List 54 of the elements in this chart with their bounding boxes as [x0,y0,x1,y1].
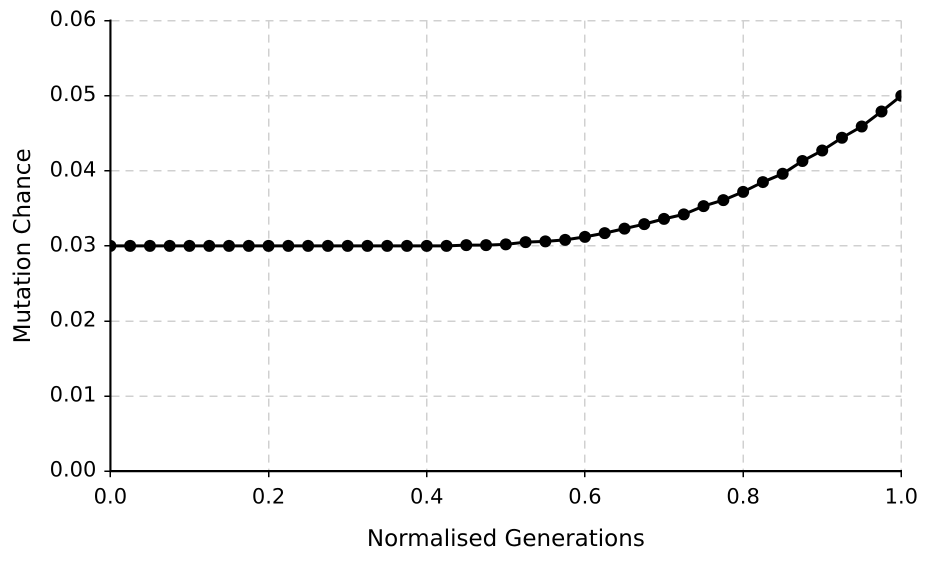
point [856,120,868,132]
point [400,240,413,252]
point [500,238,512,250]
point [322,240,334,252]
point [361,240,374,252]
x-tick-label: 0.0 [94,484,128,508]
point [737,186,750,198]
point [480,239,492,252]
point [282,240,294,252]
point [164,240,176,252]
y-tick-label: 0.04 [50,157,96,182]
point [816,144,828,157]
point [598,227,611,240]
point [698,200,710,212]
point [342,240,354,252]
point [183,240,196,252]
point [796,155,808,168]
x-tick-label: 0.6 [568,484,602,508]
point [539,235,552,248]
point [124,240,136,252]
y-axis-title: Mutation Chance [10,148,36,344]
point [381,240,394,252]
x-tick-label: 0.2 [252,484,286,508]
y-tick-label: 0.03 [50,232,96,256]
y-tick-label: 0.06 [50,7,96,32]
point [756,176,769,188]
point [302,240,314,252]
x-tick-label: 0.8 [726,484,760,508]
point [144,240,156,252]
point [420,240,433,252]
y-tick-label: 0.02 [50,307,96,332]
point [578,230,591,243]
point [262,240,275,252]
point [520,236,532,248]
y-tick-label: 0.05 [50,82,96,106]
point [203,240,216,252]
point [223,240,235,252]
point [776,168,789,180]
x-tick-label: 0.4 [410,484,444,508]
point [717,194,730,206]
x-tick-label: 1.0 [884,484,918,508]
x-axis-title: Normalised Generations [366,526,645,552]
point [242,240,255,252]
point [836,132,848,144]
point [638,218,650,230]
y-tick-label: 0.00 [50,458,96,482]
point [876,105,888,118]
point [678,208,690,220]
point [618,222,630,235]
y-tick-label: 0.01 [50,382,96,407]
point [658,212,670,225]
point [559,234,572,246]
point [440,240,453,252]
point [460,239,472,252]
